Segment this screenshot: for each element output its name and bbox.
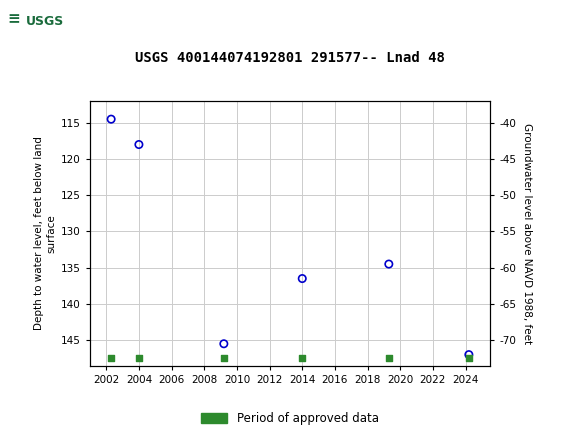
Point — [134, 141, 143, 148]
Point — [298, 275, 307, 282]
Y-axis label: Depth to water level, feet below land
surface: Depth to water level, feet below land su… — [34, 136, 57, 330]
Bar — [3, 3, 88, 42]
Legend: Period of approved data: Period of approved data — [197, 407, 383, 430]
Point — [384, 261, 393, 267]
Point — [107, 116, 116, 123]
Point — [384, 354, 393, 361]
Text: USGS 400144074192801 291577-- Lnad 48: USGS 400144074192801 291577-- Lnad 48 — [135, 51, 445, 65]
Text: USGS: USGS — [26, 15, 64, 28]
Y-axis label: Groundwater level above NAVD 1988, feet: Groundwater level above NAVD 1988, feet — [521, 123, 532, 344]
Point — [134, 354, 143, 361]
Point — [464, 354, 473, 361]
Text: ≡: ≡ — [7, 12, 20, 27]
Point — [107, 354, 116, 361]
Point — [464, 351, 473, 358]
Point — [219, 354, 229, 361]
Point — [298, 354, 307, 361]
Point — [219, 340, 229, 347]
